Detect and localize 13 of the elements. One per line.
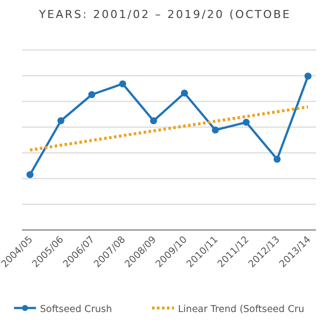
point (57, 117, 64, 124)
point (274, 156, 281, 163)
point (88, 91, 96, 98)
point (150, 117, 158, 124)
point (242, 118, 250, 126)
point (212, 126, 219, 134)
chart-title: YEARS: 2001/02 – 2019/20 (OCTOBE (38, 8, 292, 21)
point (304, 72, 312, 80)
point (26, 171, 34, 178)
point (119, 80, 126, 88)
legend-label: Softseed Crush (40, 304, 112, 315)
legend-label: Linear Trend (Softseed Cru (178, 304, 304, 315)
point (180, 90, 188, 97)
